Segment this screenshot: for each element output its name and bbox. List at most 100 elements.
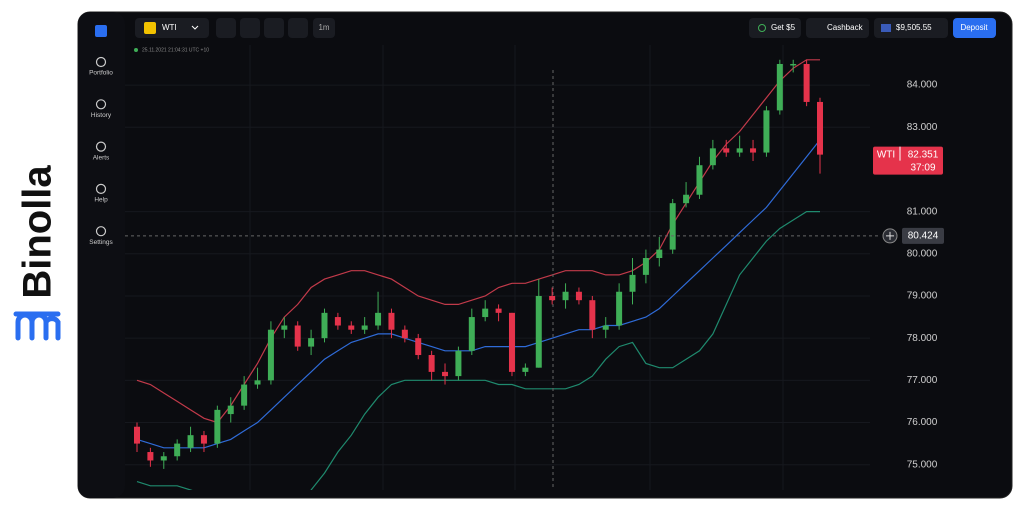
candle-body	[535, 295, 542, 368]
sidebar-icon[interactable]	[95, 183, 107, 194]
sidebar-icon[interactable]	[95, 56, 107, 68]
y-tick-label: 77.000	[907, 375, 938, 386]
y-tick-label: 80.000	[907, 248, 938, 259]
candle-body	[375, 312, 382, 326]
candle-body	[575, 291, 582, 301]
balance: $9,505.55	[896, 23, 932, 32]
live-dot	[134, 48, 138, 52]
deposit-label: Deposit	[960, 23, 988, 32]
candle-body	[214, 409, 221, 444]
sidebar-label: Help	[94, 197, 108, 204]
candle-body	[187, 435, 194, 448]
bonus-label: Get $5	[771, 23, 796, 32]
candle-body	[803, 63, 810, 102]
timeframe-button[interactable]	[313, 18, 335, 38]
candle-body	[790, 63, 797, 66]
candle-body	[321, 312, 328, 339]
y-tick-label: 84.000	[907, 80, 938, 91]
app-icon	[95, 25, 107, 37]
candle-body	[267, 329, 274, 381]
balance-selector[interactable]	[874, 18, 948, 38]
candle-body	[549, 295, 556, 301]
brand-logo	[13, 311, 61, 341]
plot-area	[125, 59, 870, 490]
sidebar-icon[interactable]	[95, 99, 107, 110]
timestamp: 25.11.2021 21:04:31 UTC +10	[142, 47, 209, 53]
candle-body	[642, 258, 649, 275]
candle-body	[442, 371, 449, 377]
candle-body	[348, 325, 355, 330]
drawing-button[interactable]	[264, 18, 284, 38]
candle-body	[736, 148, 743, 153]
candle-body	[669, 203, 676, 250]
candle-body	[482, 308, 489, 318]
dropdown-arrow	[191, 25, 199, 30]
candle-body	[522, 367, 529, 372]
candle-body	[616, 291, 623, 326]
candle-body	[294, 325, 301, 347]
y-tick-label: 75.000	[907, 459, 938, 470]
y-tick-label: 76.000	[907, 417, 938, 428]
gift-icon	[758, 24, 766, 32]
candle-body	[750, 148, 757, 153]
candle-body	[134, 426, 140, 444]
candle-body	[455, 350, 462, 377]
candle-body	[508, 312, 515, 372]
symbol-icon	[144, 22, 156, 34]
candle-body	[428, 355, 435, 372]
chart-type-button[interactable]	[288, 18, 308, 38]
vertical-grid	[249, 45, 784, 490]
sidebar-label: History	[91, 112, 112, 119]
bonus-button[interactable]	[749, 18, 801, 38]
symbol-name: WTI	[162, 23, 177, 32]
y-tick-label: 83.000	[907, 122, 938, 133]
cashback-button[interactable]	[806, 18, 869, 38]
indicators-button[interactable]	[240, 18, 260, 38]
candle-body	[415, 338, 422, 356]
y-tick-label: 78.000	[907, 333, 938, 344]
timeframe: 1m	[318, 23, 329, 32]
info-button[interactable]	[216, 18, 236, 38]
candle-body	[308, 338, 315, 347]
sidebar	[78, 12, 125, 498]
sidebar-icon[interactable]	[95, 141, 107, 152]
candle-body	[174, 443, 181, 457]
candle-body	[763, 110, 770, 153]
current-price: 82.351	[908, 149, 939, 160]
y-tick-label: 79.000	[907, 291, 938, 302]
brand-name: Binolla	[16, 165, 60, 299]
candle-body	[602, 325, 609, 330]
candle-body	[200, 435, 207, 444]
crosshair-price: 80.424	[908, 231, 939, 242]
candle-body	[495, 308, 502, 313]
crosshair-price-box	[902, 227, 944, 244]
candle-body	[388, 312, 395, 330]
candle-body	[562, 291, 569, 301]
cashback-label: Cashback	[827, 23, 864, 32]
candle-body	[629, 274, 636, 292]
candle-body	[241, 384, 248, 406]
candle-body	[281, 325, 288, 330]
band-line	[136, 59, 820, 424]
sidebar-icon[interactable]	[95, 226, 107, 237]
flag-icon	[881, 24, 891, 32]
current-symbol: WTI	[877, 149, 895, 160]
deposit-button[interactable]	[953, 18, 996, 38]
candle-body	[776, 63, 783, 111]
candle-body	[254, 380, 261, 385]
y-tick-label: 81.000	[907, 206, 938, 217]
band-line	[136, 211, 820, 490]
candle-body	[696, 165, 703, 195]
countdown: 37:09	[910, 162, 935, 173]
candle-body	[656, 249, 663, 259]
sidebar-label: Alerts	[93, 154, 110, 161]
candle-body	[589, 300, 596, 330]
band-line	[136, 139, 821, 449]
current-price-box	[873, 146, 943, 175]
sidebar-label: Portfolio	[89, 70, 113, 77]
sidebar-label: Settings	[89, 239, 113, 246]
candle-body	[334, 317, 341, 326]
candle-body	[227, 405, 234, 415]
